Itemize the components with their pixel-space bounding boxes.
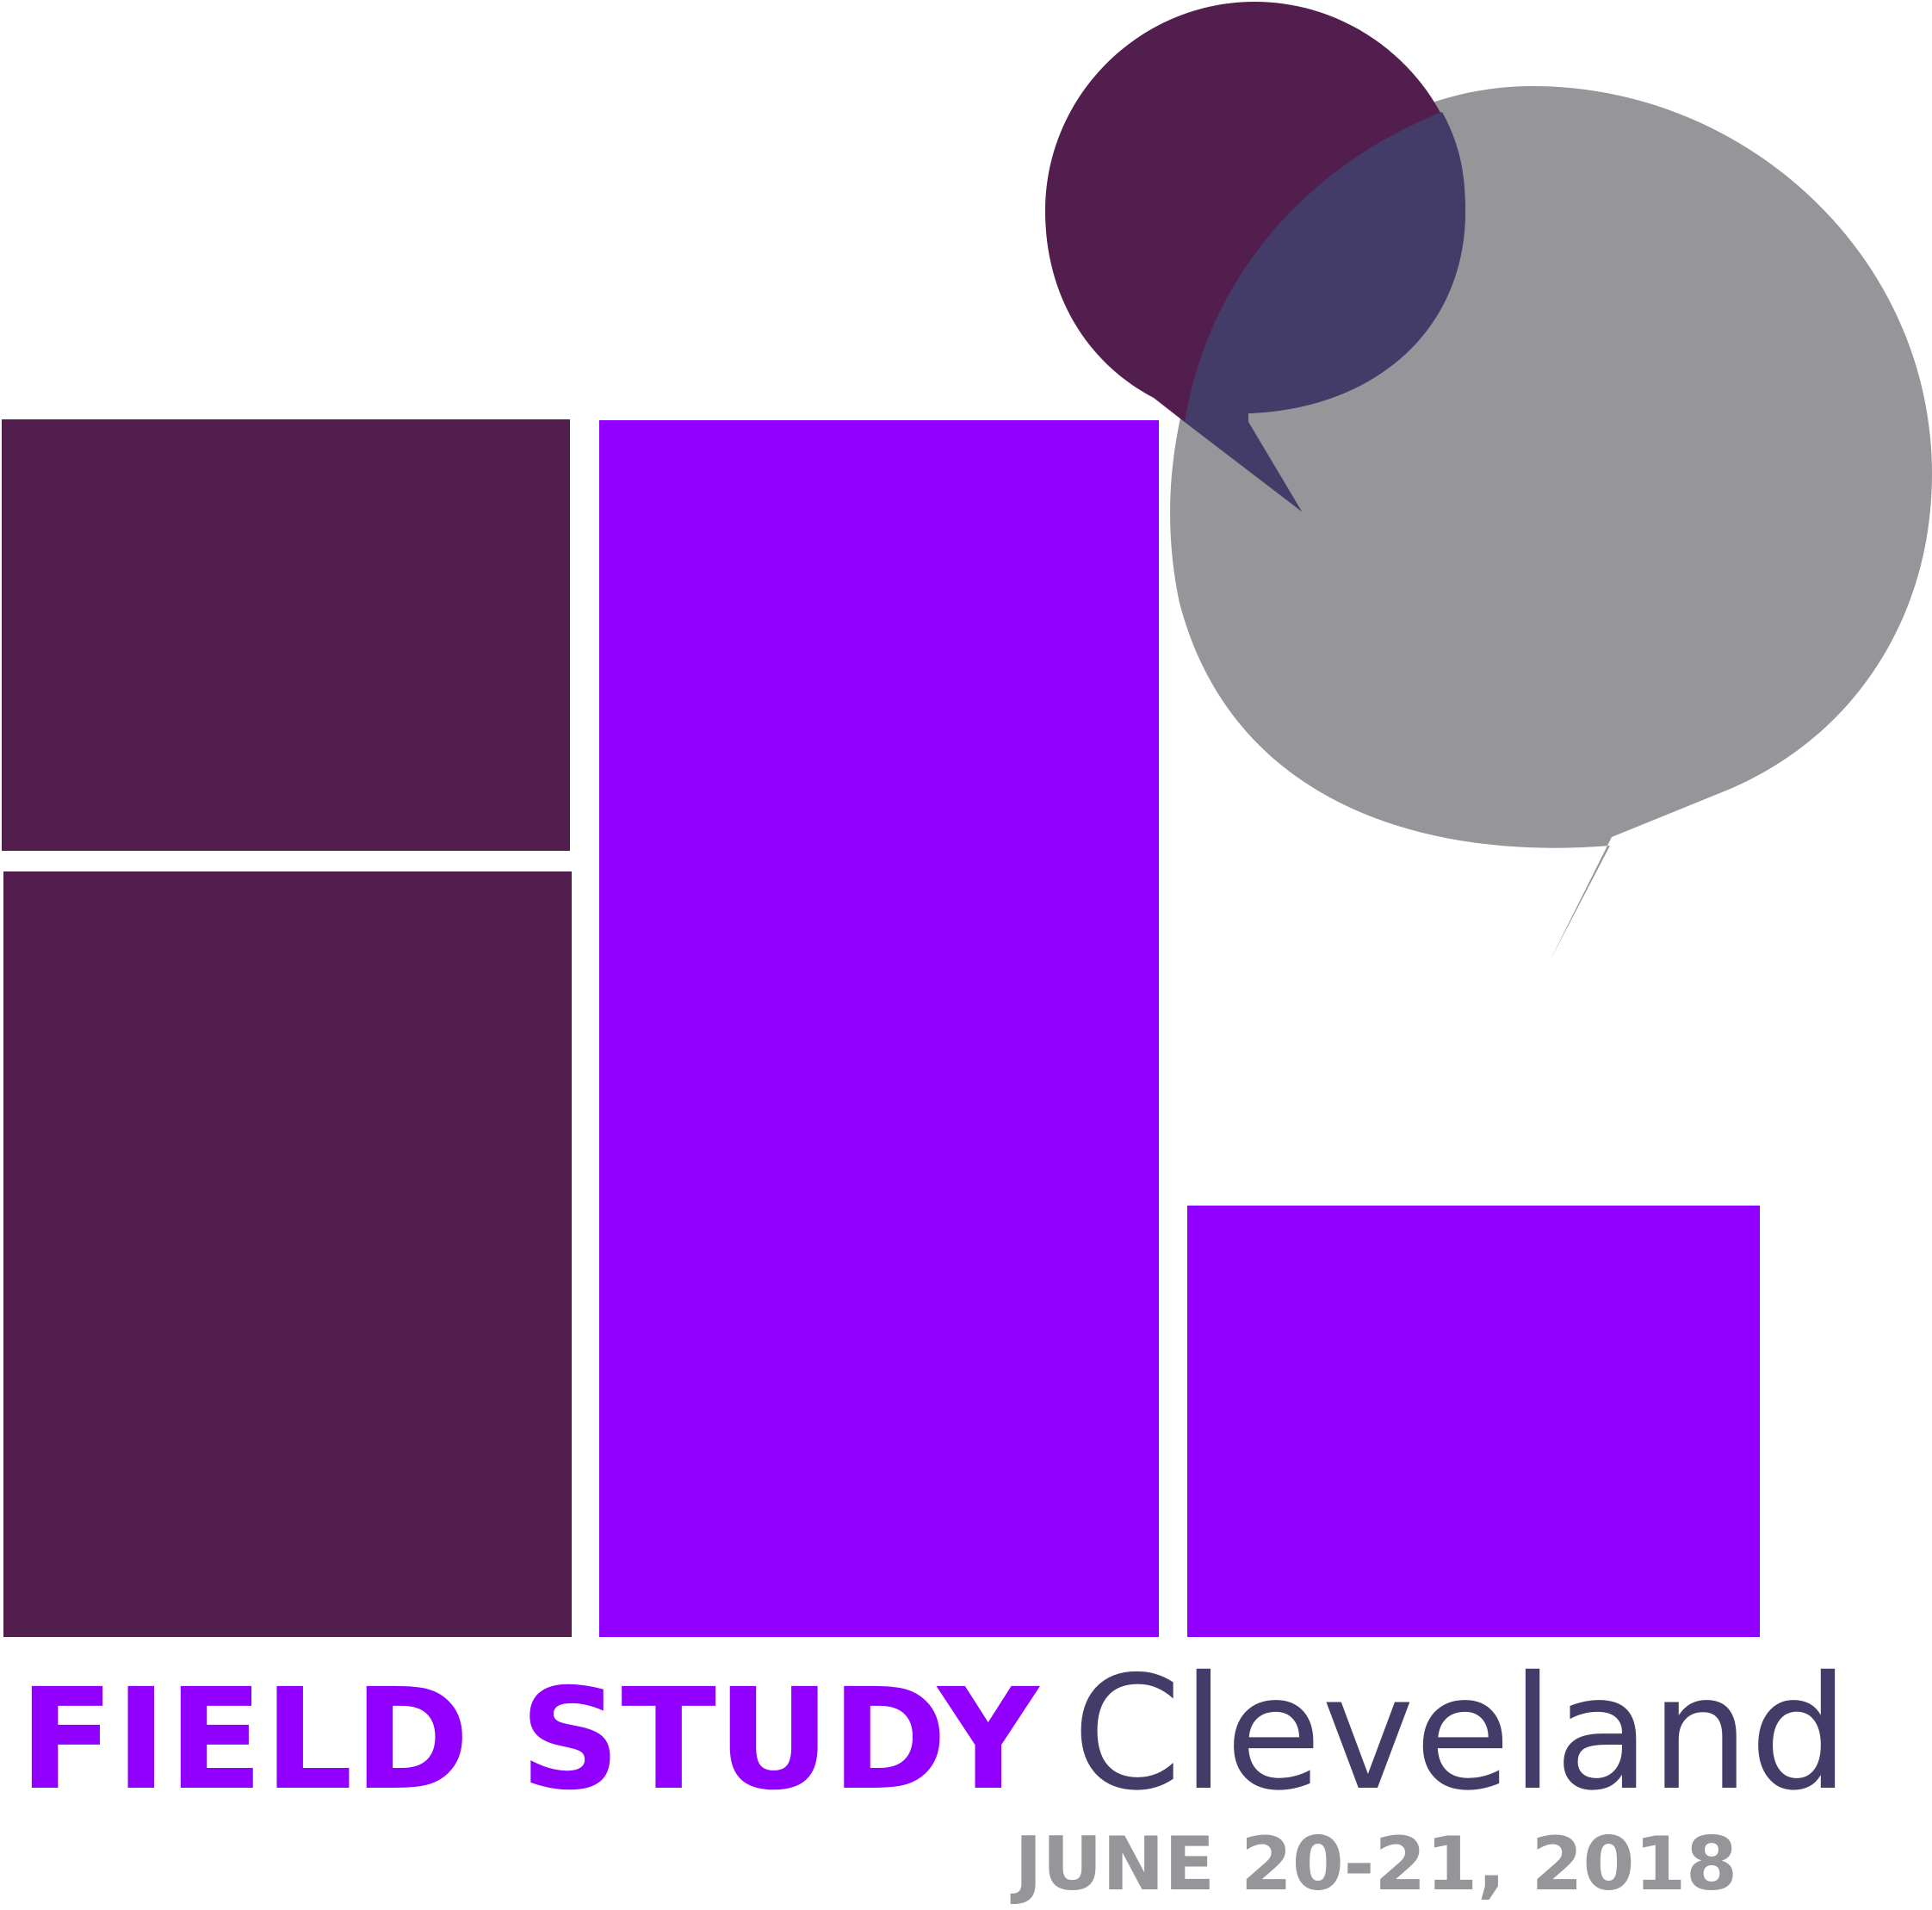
violet-block-tall (599, 420, 1159, 1637)
event-title-line: FIELD STUDY Cleveland (19, 1655, 1849, 1812)
event-dates: JUNE 20-21, 2018 (1014, 1821, 1737, 1907)
event-city: Cleveland (1072, 1642, 1849, 1825)
plum-block-bottom (3, 871, 572, 1637)
plum-block-top (2, 419, 570, 851)
violet-block-short (1187, 1206, 1760, 1637)
bubble-overlap-shape (1185, 112, 1465, 512)
event-name: FIELD STUDY (19, 1659, 1040, 1821)
